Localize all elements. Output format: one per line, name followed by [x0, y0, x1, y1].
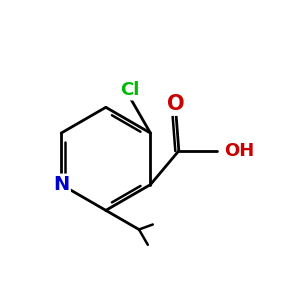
Text: OH: OH	[224, 142, 255, 160]
Text: O: O	[167, 94, 185, 114]
Text: N: N	[53, 175, 69, 194]
Text: Cl: Cl	[120, 81, 140, 99]
